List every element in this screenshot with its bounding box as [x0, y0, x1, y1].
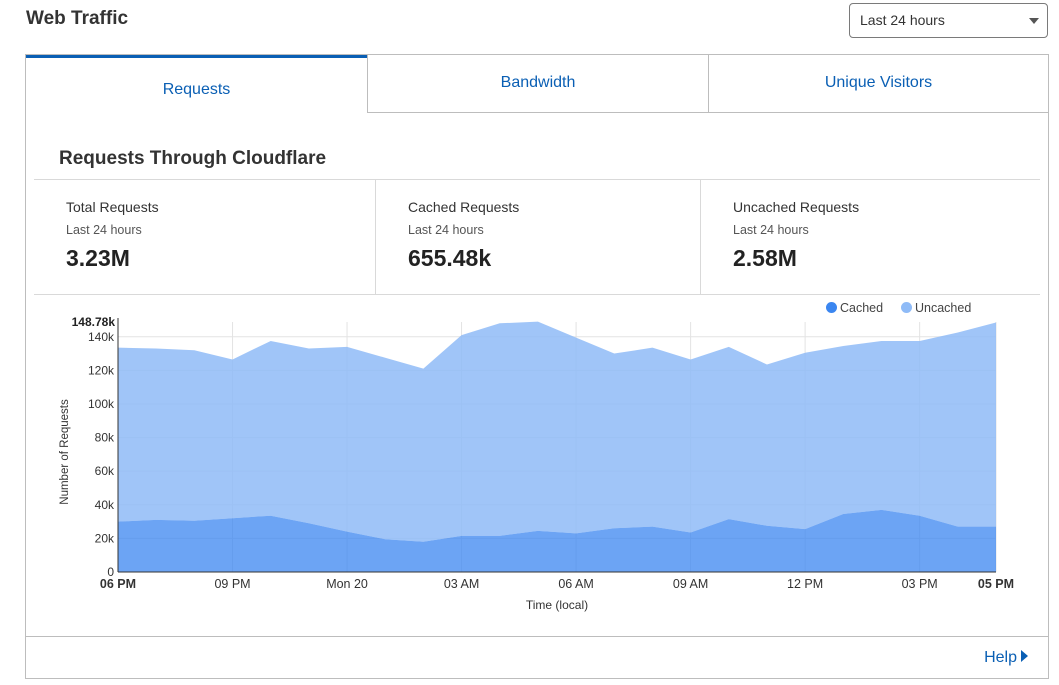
stat-label: Total Requests	[66, 199, 159, 215]
stat-period: Last 24 hours	[733, 223, 809, 237]
stat-period: Last 24 hours	[408, 223, 484, 237]
help-label: Help	[984, 649, 1017, 666]
stat-label: Uncached Requests	[733, 199, 860, 215]
x-axis-title: Time (local)	[526, 598, 588, 612]
y-axis-title: Number of Requests	[59, 399, 71, 505]
x-tick-label: 09 PM	[214, 577, 250, 591]
tab-requests[interactable]: Requests	[26, 55, 367, 113]
x-tick-label: 05 PM	[978, 577, 1014, 591]
stat-uncached-requests: Uncached Requests Last 24 hours 2.58M	[700, 180, 1040, 294]
x-tick-label: 03 PM	[902, 577, 938, 591]
tab-bar: Requests Bandwidth Unique Visitors	[26, 55, 1048, 113]
legend-label: Uncached	[915, 301, 972, 315]
x-tick-label: 06 PM	[100, 577, 136, 591]
y-tick-label: 80k	[95, 431, 115, 445]
y-max-label: 148.78k	[72, 315, 116, 329]
help-link[interactable]: Help	[984, 649, 1028, 667]
page-title: Web Traffic	[26, 8, 129, 29]
stat-value: 2.58M	[733, 245, 797, 271]
x-tick-label: 09 AM	[673, 577, 708, 591]
y-tick-label: 100k	[88, 397, 115, 411]
stat-total-requests: Total Requests Last 24 hours 3.23M	[34, 180, 375, 294]
x-tick-label: 06 AM	[558, 577, 593, 591]
x-tick-label: Mon 20	[326, 577, 368, 591]
y-tick-label: 20k	[95, 531, 115, 545]
legend-dot-icon	[901, 302, 912, 313]
tab-unique-visitors[interactable]: Unique Visitors	[708, 55, 1048, 113]
stat-cached-requests: Cached Requests Last 24 hours 655.48k	[375, 180, 700, 294]
legend-item-uncached[interactable]: Uncached	[901, 301, 971, 315]
caret-right-icon	[1021, 650, 1028, 662]
stat-value: 655.48k	[408, 245, 492, 271]
stat-period: Last 24 hours	[66, 223, 142, 237]
x-tick-label: 03 AM	[444, 577, 479, 591]
stats-row: Total Requests Last 24 hours 3.23M Cache…	[34, 179, 1040, 295]
y-tick-label: 60k	[95, 464, 115, 478]
caret-down-icon	[1029, 18, 1039, 24]
time-range-value: Last 24 hours	[860, 12, 945, 28]
x-tick-label: 12 PM	[787, 577, 823, 591]
stat-label: Cached Requests	[408, 199, 520, 215]
y-tick-label: 40k	[95, 498, 115, 512]
legend-dot-icon	[826, 302, 837, 313]
tab-bandwidth[interactable]: Bandwidth	[367, 55, 708, 113]
y-tick-label: 120k	[88, 363, 115, 377]
y-tick-label: 140k	[88, 330, 115, 344]
area-cached	[118, 509, 996, 572]
legend-label: Cached	[840, 301, 884, 315]
y-tick-label: 0	[107, 565, 114, 579]
card-footer: Help	[26, 636, 1048, 679]
area-uncached	[118, 321, 996, 542]
section-title: Requests Through Cloudflare	[59, 148, 327, 169]
time-range-select[interactable]: Last 24 hours	[849, 3, 1048, 38]
legend-item-cached[interactable]: Cached	[826, 301, 883, 315]
stat-value: 3.23M	[66, 245, 130, 271]
traffic-card: Requests Bandwidth Unique Visitors Reque…	[25, 54, 1049, 679]
